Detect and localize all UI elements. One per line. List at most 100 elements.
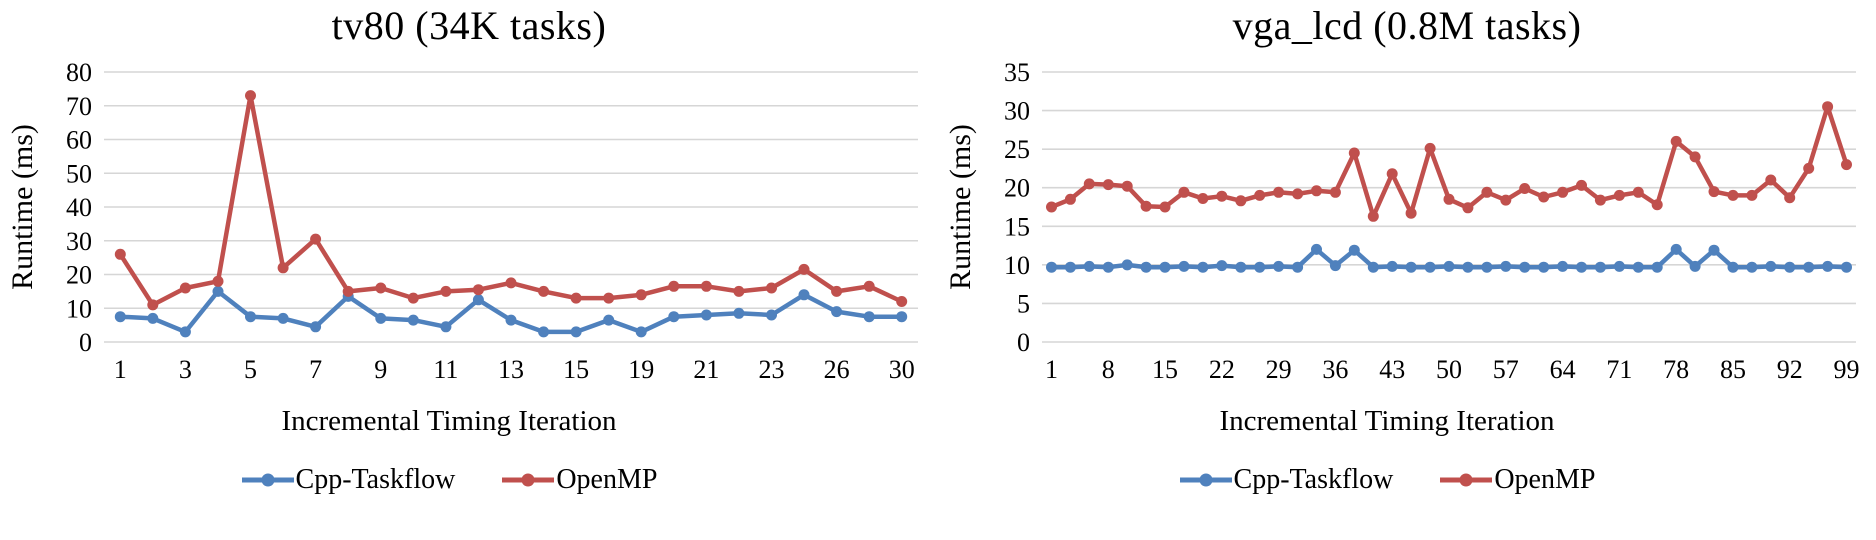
data-point-marker [831,306,843,318]
x-axis-title: Incremental Timing Iteration [1219,405,1555,437]
x-tick-label: 99 [1834,355,1860,384]
x-tick-label: 15 [1152,355,1178,384]
data-point-marker [1329,186,1341,198]
data-point-marker [700,280,712,292]
x-tick-label: 36 [1322,355,1348,384]
data-point-marker [147,299,159,311]
data-point-marker [310,233,322,245]
y-tick-label: 0 [1017,328,1030,357]
data-point-marker [407,292,419,304]
data-point-marker [1765,260,1777,272]
data-point-marker [538,326,550,338]
data-point-marker [1064,193,1076,205]
series-marker-icon [241,473,294,487]
data-point-marker [440,321,452,333]
y-axis-title: Runtime (ms) [6,124,40,290]
x-axis-title: Incremental Timing Iteration [281,405,617,437]
data-point-marker [1121,180,1133,192]
y-tick-label: 25 [1004,135,1030,164]
data-point-marker [1613,189,1625,201]
data-point-marker [277,312,289,324]
data-point-marker [798,289,810,301]
data-point-marker [114,248,126,260]
data-point-marker [1670,243,1682,255]
data-point-marker [1727,261,1739,273]
data-point-marker [1727,189,1739,201]
data-point-marker [1197,193,1209,204]
data-point-marker [1159,201,1171,213]
data-point-marker [570,292,582,304]
y-tick-label: 20 [1004,174,1030,203]
x-tick-label: 92 [1777,355,1803,384]
data-point-marker [635,289,647,301]
data-point-marker [1784,261,1796,273]
legend-label: Cpp-Taskflow [295,464,456,495]
data-point-marker [1689,260,1701,272]
data-point-marker [1765,174,1777,186]
data-point-marker [1178,186,1190,198]
legend: Cpp-Taskflow OpenMP [938,464,1876,496]
y-tick-label: 20 [66,261,92,290]
legend-item: OpenMP [1439,464,1595,496]
data-point-marker [1594,261,1606,273]
series-line-openmp [118,93,904,308]
x-tick-label: 64 [1550,355,1576,384]
y-tick-label: 40 [66,193,92,222]
data-point-marker [1386,168,1398,180]
y-axis-title-column: Runtime (ms) [938,52,984,362]
data-point-marker [766,309,777,321]
data-point-marker [668,280,680,292]
data-point-marker [1462,202,1474,214]
data-point-marker [440,285,452,297]
chart-panel-vga-lcd: vga_lcd (0.8M tasks) Runtime (ms) 0 5 10 15… [938,0,1876,540]
y-tick-label: 35 [1004,58,1030,87]
data-point-marker [1613,260,1625,272]
data-point-marker [798,263,810,275]
legend-label: OpenMP [1494,464,1596,495]
data-point-marker [863,311,875,323]
data-point-marker [733,285,745,297]
data-point-marker [1348,244,1360,256]
data-point-marker [1481,186,1493,198]
data-point-marker [1538,191,1550,203]
data-point-marker [1311,243,1322,255]
data-point-marker [603,292,615,304]
series-marker-icon [1440,473,1493,487]
data-point-marker [1462,261,1474,273]
data-point-marker [505,277,517,289]
data-point-marker [1841,159,1852,171]
x-tick-label: 19 [628,355,654,384]
chart-title: tv80 (34K tasks) [331,3,607,48]
data-point-marker [1121,259,1133,271]
data-point-marker [1746,189,1758,201]
data-point-marker [1576,261,1587,273]
data-point-marker [1178,260,1190,272]
data-point-marker [1216,190,1228,202]
y-tick-label: 15 [1004,212,1030,241]
x-tick-label: 85 [1720,355,1746,384]
data-point-marker [1405,261,1417,273]
data-point-marker [1292,188,1304,200]
legend-label: OpenMP [556,464,658,495]
data-point-marker [179,282,191,294]
data-point-marker [1708,186,1720,198]
x-tick-label: 3 [179,355,192,384]
data-point-marker [1557,186,1569,198]
x-tick-label: 22 [1209,355,1235,384]
data-point-marker [505,314,517,326]
data-point-marker [1651,261,1663,273]
data-point-marker [1348,147,1360,159]
data-point-marker [1254,261,1266,273]
x-tick-label: 13 [498,355,524,384]
data-point-marker [1519,261,1531,273]
x-tick-label: 78 [1663,355,1689,384]
data-point-marker [896,311,908,323]
data-point-marker [1046,201,1057,213]
data-point-marker [1254,189,1266,201]
legend-label: Cpp-Taskflow [1233,464,1394,495]
data-point-marker [1159,261,1171,273]
data-point-marker [1632,261,1644,273]
data-point-marker [570,326,582,338]
data-point-marker [1329,260,1341,272]
data-point-marker [668,311,680,323]
